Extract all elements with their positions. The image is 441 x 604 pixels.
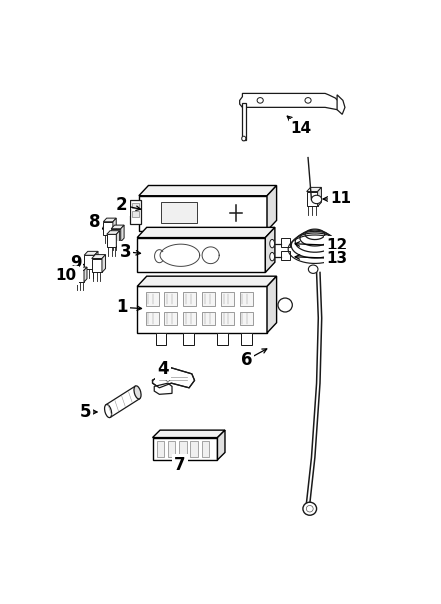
Bar [183, 333, 194, 344]
Bar [306, 191, 318, 207]
Bar [84, 255, 94, 269]
Polygon shape [94, 251, 98, 269]
Polygon shape [242, 103, 246, 140]
Bar [202, 312, 215, 326]
Polygon shape [102, 255, 105, 272]
Text: 4: 4 [157, 360, 168, 378]
Bar [240, 312, 253, 326]
Text: 8: 8 [89, 213, 100, 231]
Polygon shape [267, 185, 277, 231]
Text: 2: 2 [116, 196, 127, 214]
Bar [221, 292, 234, 306]
Bar [111, 229, 121, 242]
Ellipse shape [303, 502, 317, 515]
Bar [132, 211, 139, 217]
Ellipse shape [306, 506, 313, 512]
Bar [281, 251, 290, 260]
Ellipse shape [166, 378, 170, 381]
Polygon shape [92, 255, 105, 259]
Ellipse shape [278, 298, 292, 312]
Bar [240, 292, 253, 306]
Bar [132, 203, 139, 208]
Polygon shape [113, 218, 116, 235]
Bar [168, 441, 176, 457]
Bar [137, 237, 265, 272]
Polygon shape [267, 276, 277, 333]
Bar [191, 441, 198, 457]
Ellipse shape [308, 265, 318, 274]
Ellipse shape [270, 252, 275, 261]
Polygon shape [154, 383, 172, 394]
Polygon shape [137, 276, 277, 286]
Polygon shape [139, 185, 277, 196]
Ellipse shape [311, 195, 322, 204]
Polygon shape [265, 227, 275, 272]
Ellipse shape [305, 98, 311, 103]
Text: 9: 9 [70, 254, 82, 272]
Polygon shape [318, 187, 321, 207]
Bar [183, 292, 196, 306]
Ellipse shape [270, 239, 275, 248]
Bar [202, 292, 215, 306]
Polygon shape [137, 227, 275, 237]
Bar [103, 222, 113, 235]
Bar [183, 312, 196, 326]
Ellipse shape [257, 98, 263, 103]
Polygon shape [116, 231, 120, 248]
Polygon shape [153, 430, 225, 437]
Bar [156, 333, 166, 344]
Text: 10: 10 [56, 268, 77, 283]
Bar [75, 271, 84, 282]
Polygon shape [107, 231, 120, 234]
Text: 7: 7 [174, 457, 186, 475]
Ellipse shape [134, 386, 141, 399]
Bar [157, 441, 164, 457]
Bar [241, 333, 252, 344]
Bar [92, 259, 102, 272]
Bar [146, 312, 159, 326]
Polygon shape [84, 251, 98, 255]
Bar [281, 238, 290, 248]
Polygon shape [240, 94, 343, 111]
Bar [179, 441, 187, 457]
Bar [221, 312, 234, 326]
Bar [202, 441, 209, 457]
Text: 5: 5 [79, 403, 91, 421]
Polygon shape [111, 225, 124, 229]
Text: 14: 14 [291, 121, 312, 136]
Bar [146, 292, 159, 306]
Text: 3: 3 [120, 243, 131, 260]
Bar [153, 437, 217, 460]
Polygon shape [153, 368, 194, 388]
Bar [107, 234, 116, 248]
Polygon shape [103, 218, 116, 222]
Bar [164, 312, 177, 326]
Polygon shape [75, 267, 87, 271]
Polygon shape [121, 225, 124, 242]
Text: 6: 6 [241, 351, 252, 369]
Text: 11: 11 [330, 191, 351, 207]
Polygon shape [106, 386, 140, 417]
Bar [217, 333, 228, 344]
Bar [137, 286, 267, 333]
Text: 13: 13 [326, 251, 348, 266]
Polygon shape [337, 95, 345, 114]
Bar [131, 201, 141, 223]
Text: 1: 1 [116, 298, 127, 316]
Bar [161, 202, 197, 223]
Ellipse shape [105, 405, 112, 417]
Polygon shape [217, 430, 225, 460]
Text: 12: 12 [326, 238, 348, 253]
Polygon shape [306, 187, 321, 191]
Ellipse shape [242, 136, 246, 141]
Bar [139, 196, 267, 231]
Bar [164, 292, 177, 306]
Polygon shape [84, 267, 87, 282]
